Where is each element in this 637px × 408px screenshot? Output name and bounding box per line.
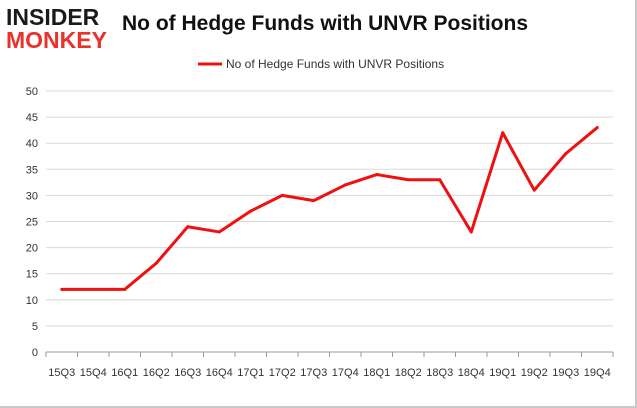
insider-monkey-logo: INSIDER MONKEY: [6, 4, 112, 53]
y-tick-25: 25: [26, 217, 38, 229]
y-tick-20: 20: [26, 243, 38, 255]
y-tick-0: 0: [32, 347, 38, 359]
data-point-17Q3: [312, 199, 316, 203]
x-tick-labels: 15Q3 15Q4 16Q1 16Q2 16Q3 16Q4 17Q1 17Q2 17Q3 17Q4…: [48, 367, 610, 379]
data-point-18Q2: [406, 178, 410, 182]
data-point-17Q1: [249, 209, 253, 213]
y-tick-45: 45: [26, 112, 38, 124]
x-tick-17Q4: 17Q4: [332, 367, 359, 379]
x-tick-16Q1: 16Q1: [111, 367, 138, 379]
x-tick-17Q1: 17Q1: [237, 367, 264, 379]
data-point-19Q1: [501, 131, 505, 135]
data-point-15Q3: [60, 287, 64, 291]
x-tick-15Q4: 15Q4: [80, 367, 107, 379]
x-tick-15Q3: 15Q3: [48, 367, 75, 379]
y-tick-labels: 0 5 10 15 20 25 30 35 40 45 50: [26, 86, 38, 359]
y-tick-50: 50: [26, 86, 38, 98]
data-point-16Q4: [217, 230, 221, 234]
legend-label: No of Hedge Funds with UNVR Positions: [226, 57, 444, 71]
data-point-15Q4: [91, 287, 95, 291]
x-tick-19Q3: 19Q3: [552, 367, 579, 379]
logo-line2: MONKEY: [6, 27, 107, 53]
data-point-18Q4: [469, 230, 473, 234]
x-tick-18Q4: 18Q4: [458, 367, 485, 379]
data-point-19Q2: [532, 188, 536, 192]
x-tick-16Q3: 16Q3: [174, 367, 201, 379]
x-tick-18Q2: 18Q2: [395, 367, 422, 379]
logo-line1: INSIDER: [6, 4, 100, 30]
x-tick-18Q3: 18Q3: [426, 367, 453, 379]
x-tick-16Q2: 16Q2: [143, 367, 170, 379]
series-line-0: [61, 126, 599, 291]
x-tick-19Q2: 19Q2: [521, 367, 548, 379]
y-tick-10: 10: [26, 295, 38, 307]
x-tick-17Q3: 17Q3: [300, 367, 327, 379]
x-tick-16Q4: 16Q4: [206, 367, 233, 379]
y-tick-15: 15: [26, 269, 38, 281]
y-tick-30: 30: [26, 190, 38, 202]
series-lines: [60, 126, 599, 291]
data-point-16Q3: [186, 225, 190, 229]
data-point-16Q2: [154, 261, 158, 265]
y-tick-5: 5: [32, 321, 38, 333]
grid-lines: [45, 90, 614, 357]
chart-title: No of Hedge Funds with UNVR Positions: [122, 12, 528, 35]
data-point-17Q2: [280, 193, 284, 197]
data-point-19Q4: [595, 126, 599, 130]
data-point-19Q3: [564, 152, 568, 156]
x-tick-18Q1: 18Q1: [363, 367, 390, 379]
legend: No of Hedge Funds with UNVR Positions: [198, 57, 444, 71]
y-tick-35: 35: [26, 164, 38, 176]
y-tick-40: 40: [26, 138, 38, 150]
data-point-18Q1: [375, 173, 379, 177]
data-point-17Q4: [343, 183, 347, 187]
x-tick-19Q1: 19Q1: [489, 367, 516, 379]
x-tick-17Q2: 17Q2: [269, 367, 296, 379]
x-tick-19Q4: 19Q4: [584, 367, 611, 379]
data-point-16Q1: [123, 287, 127, 291]
data-point-18Q3: [438, 178, 442, 182]
